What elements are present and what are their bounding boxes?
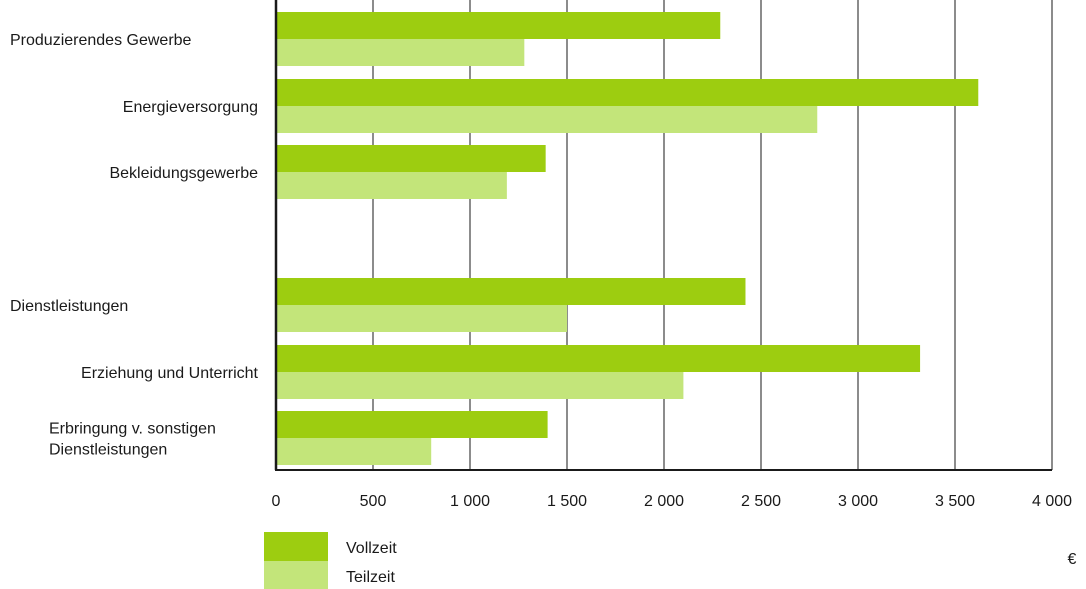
x-tick-labels: 0 500 1 000 1 500 2 000 2 500 3 000 3 500 4 000 bbox=[272, 493, 1073, 510]
category-label: Bekleidungsgewerbe bbox=[109, 165, 258, 182]
x-tick-label: 4 000 bbox=[1032, 493, 1072, 510]
x-tick-label: 3 000 bbox=[838, 493, 878, 510]
grid-lines bbox=[372, 0, 1053, 470]
bar-vollzeit bbox=[276, 12, 721, 39]
x-tick-label: 1 000 bbox=[450, 493, 490, 510]
category-label: Erziehung und Unterricht bbox=[81, 365, 259, 382]
bar-vollzeit bbox=[276, 411, 548, 438]
axes bbox=[274, 0, 1052, 471]
bar-vollzeit bbox=[276, 278, 746, 305]
bar-teilzeit bbox=[276, 372, 684, 399]
x-tick-label: 2 500 bbox=[741, 493, 781, 510]
bars bbox=[276, 12, 979, 465]
x-tick-label: 2 000 bbox=[644, 493, 684, 510]
legend-label-vollzeit: Vollzeit bbox=[346, 540, 397, 557]
bar-vollzeit bbox=[276, 345, 921, 372]
bar-teilzeit bbox=[276, 305, 567, 332]
bar-teilzeit bbox=[276, 39, 525, 66]
x-tick-label: 1 500 bbox=[547, 493, 587, 510]
legend: Vollzeit Teilzeit bbox=[264, 532, 397, 589]
legend-swatch-teilzeit bbox=[264, 561, 328, 589]
bar-teilzeit bbox=[276, 106, 818, 133]
bar-vollzeit bbox=[276, 79, 979, 106]
legend-swatch-vollzeit bbox=[264, 532, 328, 561]
x-tick-label: 500 bbox=[360, 493, 387, 510]
bar-vollzeit bbox=[276, 145, 546, 172]
bar-teilzeit bbox=[276, 438, 432, 465]
x-tick-label: 0 bbox=[272, 493, 281, 510]
category-label: Energieversorgung bbox=[123, 99, 258, 116]
x-axis-unit-label: € bbox=[1068, 551, 1077, 568]
legend-label-teilzeit: Teilzeit bbox=[346, 569, 395, 586]
category-label: Dienstleistungen bbox=[10, 298, 128, 315]
category-label: Produzierendes Gewerbe bbox=[10, 32, 192, 49]
bar-teilzeit bbox=[276, 172, 507, 199]
x-tick-label: 3 500 bbox=[935, 493, 975, 510]
category-labels: Produzierendes Gewerbe Energieversorgung B… bbox=[10, 32, 259, 459]
category-label: Erbringung v. sonstigen Dienstleistungen bbox=[49, 421, 216, 459]
